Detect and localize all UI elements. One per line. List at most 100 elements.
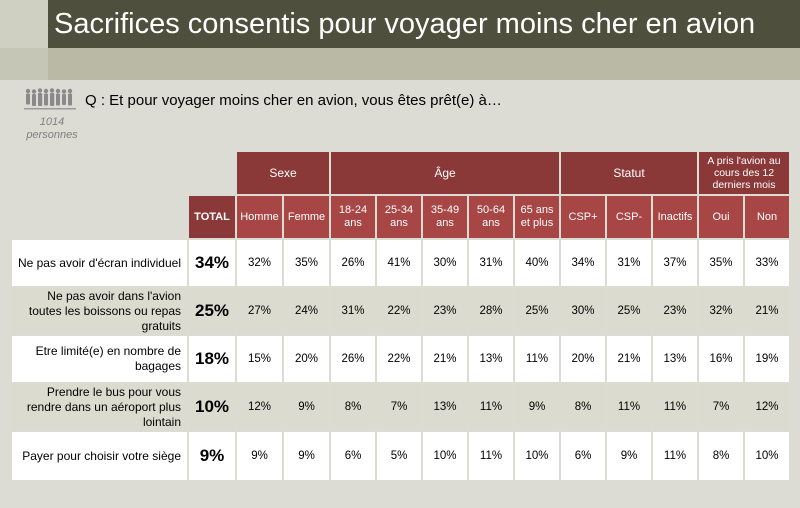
table-body: Ne pas avoir d'écran individuel 34% 32% 35%…	[12, 240, 789, 480]
table-cell: 30%	[561, 288, 605, 334]
column-header: Non	[745, 196, 789, 238]
table-cell: 31%	[469, 240, 513, 286]
table-row: Etre limité(e) en nombre de bagages 18% 15…	[12, 336, 789, 382]
column-header: Homme	[237, 196, 282, 238]
header-blank	[189, 152, 235, 194]
table-cell: 37%	[653, 240, 697, 286]
column-header-row: TOTAL Homme Femme 18-24 ans 25-34 ans 35…	[12, 196, 789, 238]
table-cell: 5%	[377, 432, 421, 480]
respondent-label: personnes	[26, 129, 78, 141]
table-cell: 26%	[331, 240, 375, 286]
total-cell: 34%	[189, 240, 235, 286]
table-cell: 27%	[237, 288, 282, 334]
table-cell: 23%	[653, 288, 697, 334]
group-sexe: Sexe	[237, 152, 329, 194]
table-cell: 11%	[653, 384, 697, 430]
table-cell: 26%	[331, 336, 375, 382]
table-cell: 7%	[377, 384, 421, 430]
total-cell: 25%	[189, 288, 235, 334]
column-header-total: TOTAL	[189, 196, 235, 238]
table-row: Payer pour choisir votre siège 9% 9% 9% 6% 5%…	[12, 432, 789, 480]
table-cell: 20%	[284, 336, 329, 382]
table-cell: 10%	[745, 432, 789, 480]
table-cell: 28%	[469, 288, 513, 334]
table-cell: 13%	[469, 336, 513, 382]
header-blank	[12, 196, 187, 238]
question-text: Q : Et pour voyager moins cher en avion,…	[85, 92, 502, 109]
table-row: Prendre le bus pour vous rendre dans un …	[12, 384, 789, 430]
table-cell: 41%	[377, 240, 421, 286]
table-cell: 31%	[607, 240, 651, 286]
table-cell: 31%	[331, 288, 375, 334]
column-header: Femme	[284, 196, 329, 238]
table-cell: 22%	[377, 288, 421, 334]
total-cell: 10%	[189, 384, 235, 430]
table-cell: 21%	[423, 336, 467, 382]
row-label: Ne pas avoir d'écran individuel	[12, 240, 187, 286]
table-row: Ne pas avoir d'écran individuel 34% 32% 35%…	[12, 240, 789, 286]
table-cell: 20%	[561, 336, 605, 382]
column-header: Oui	[699, 196, 743, 238]
table-cell: 30%	[423, 240, 467, 286]
table-cell: 9%	[284, 432, 329, 480]
table-cell: 8%	[331, 384, 375, 430]
table-cell: 21%	[607, 336, 651, 382]
row-label: Prendre le bus pour vous rendre dans un …	[12, 384, 187, 430]
table-cell: 22%	[377, 336, 421, 382]
table-cell: 35%	[284, 240, 329, 286]
table-cell: 25%	[607, 288, 651, 334]
title-strip-inner	[48, 48, 800, 80]
table-row: Ne pas avoir dans l'avion toutes les boi…	[12, 288, 789, 334]
table-cell: 9%	[284, 384, 329, 430]
table-cell: 6%	[331, 432, 375, 480]
table-cell: 11%	[653, 432, 697, 480]
table-cell: 12%	[745, 384, 789, 430]
column-header: CSP-	[607, 196, 651, 238]
table-cell: 23%	[423, 288, 467, 334]
column-header: 65 ans et plus	[515, 196, 559, 238]
table-cell: 33%	[745, 240, 789, 286]
column-header: 25-34 ans	[377, 196, 421, 238]
table-cell: 9%	[607, 432, 651, 480]
table-cell: 13%	[423, 384, 467, 430]
page-title: Sacrifices consentis pour voyager moins …	[48, 0, 800, 48]
header-blank	[12, 152, 187, 194]
column-header: 35-49 ans	[423, 196, 467, 238]
table-cell: 15%	[237, 336, 282, 382]
results-table: Sexe Âge Statut A pris l'avion au cours …	[10, 150, 791, 482]
column-header: 18-24 ans	[331, 196, 375, 238]
group-avion: A pris l'avion au cours des 12 derniers …	[699, 152, 789, 194]
group-header-row: Sexe Âge Statut A pris l'avion au cours …	[12, 152, 789, 194]
respondent-count: 1014 personnes	[16, 116, 88, 142]
table-cell: 25%	[515, 288, 559, 334]
column-header: Inactifs	[653, 196, 697, 238]
table-cell: 8%	[699, 432, 743, 480]
table-cell: 12%	[237, 384, 282, 430]
table-cell: 11%	[469, 384, 513, 430]
table-cell: 11%	[607, 384, 651, 430]
people-icon	[24, 88, 76, 110]
table-cell: 10%	[423, 432, 467, 480]
table-cell: 24%	[284, 288, 329, 334]
group-statut: Statut	[561, 152, 697, 194]
table-cell: 19%	[745, 336, 789, 382]
table-cell: 32%	[237, 240, 282, 286]
column-header: 50-64 ans	[469, 196, 513, 238]
table-cell: 13%	[653, 336, 697, 382]
table-cell: 34%	[561, 240, 605, 286]
table-cell: 7%	[699, 384, 743, 430]
table-cell: 16%	[699, 336, 743, 382]
row-label: Etre limité(e) en nombre de bagages	[12, 336, 187, 382]
table-cell: 11%	[469, 432, 513, 480]
row-label: Ne pas avoir dans l'avion toutes les boi…	[12, 288, 187, 334]
total-cell: 18%	[189, 336, 235, 382]
table-cell: 9%	[515, 384, 559, 430]
table-cell: 11%	[515, 336, 559, 382]
table-cell: 21%	[745, 288, 789, 334]
respondent-number: 1014	[39, 116, 65, 128]
row-label: Payer pour choisir votre siège	[12, 432, 187, 480]
table-cell: 6%	[561, 432, 605, 480]
table-cell: 9%	[237, 432, 282, 480]
table-cell: 32%	[699, 288, 743, 334]
table-cell: 40%	[515, 240, 559, 286]
